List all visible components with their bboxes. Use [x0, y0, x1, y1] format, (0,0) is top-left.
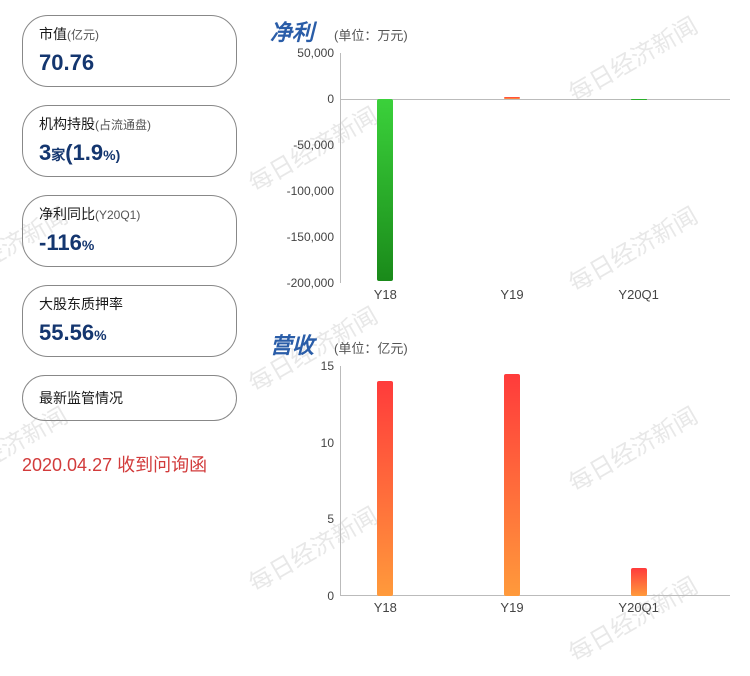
pill-value-suffix: % — [94, 327, 106, 343]
pill-profit-yoy: 净利同比(Y20Q1) -116% — [22, 195, 237, 267]
main-container: 市值(亿元) 70.76 机构持股(占流通盘) 3家(1.9%) 净利同比(Y2… — [0, 0, 750, 676]
pill-label: 市值 — [39, 26, 67, 42]
pill-inst-holding: 机构持股(占流通盘) 3家(1.9%) — [22, 105, 237, 177]
pill-sub: (Y20Q1) — [95, 208, 140, 222]
pill-pledge-rate: 大股东质押率 55.56% — [22, 285, 237, 357]
x-tick-label: Y18 — [374, 600, 397, 615]
pill-label: 大股东质押率 — [39, 296, 123, 312]
pill-value: -116% — [39, 230, 220, 256]
pill-value-suffix: 家 — [51, 147, 65, 163]
plot-area: Y18Y19Y20Q1 — [340, 53, 730, 283]
pill-value-suffix: % — [82, 237, 94, 253]
x-tick-label: Y20Q1 — [618, 287, 658, 302]
y-tick-label: 50,000 — [297, 46, 334, 60]
chart-header: 净利 (单位：万元) — [270, 15, 730, 47]
y-tick-label: 0 — [327, 589, 334, 603]
y-tick-label: -150,000 — [287, 230, 334, 244]
x-tick-label: Y20Q1 — [618, 600, 658, 615]
bar — [631, 99, 647, 100]
pill-value: 70.76 — [39, 50, 220, 76]
y-tick-label: 10 — [321, 436, 334, 450]
pill-value: 3家(1.9%) — [39, 140, 220, 166]
pill-value-main: 55.56 — [39, 320, 94, 345]
chart-header: 营收 (单位：亿元) — [270, 328, 730, 360]
pill-value-inner: (1.9 — [65, 140, 103, 165]
pill-value: 55.56% — [39, 320, 220, 346]
y-axis: 50,0000-50,000-100,000-150,000-200,000 — [270, 53, 340, 283]
chart-unit: (单位：万元) — [334, 25, 408, 44]
zero-line — [341, 99, 730, 100]
y-tick-label: -200,000 — [287, 276, 334, 290]
pill-value-main: -116 — [39, 230, 82, 255]
y-tick-label: 5 — [327, 512, 334, 526]
bar — [631, 568, 647, 596]
pill-value-inner-suffix: %) — [103, 147, 120, 163]
pill-sub: (亿元) — [67, 28, 99, 42]
pill-value-main: 3 — [39, 140, 51, 165]
x-tick-label: Y19 — [500, 600, 523, 615]
y-tick-label: -100,000 — [287, 184, 334, 198]
profit-chart: 净利 (单位：万元) 50,000 0 -50,000 -100,000 -150,00… — [270, 15, 730, 308]
pill-label: 最新监管情况 — [39, 390, 123, 406]
pill-label: 机构持股 — [39, 116, 95, 132]
chart-area-profit: 50,0000-50,000-100,000-150,000-200,000 Y… — [270, 53, 730, 308]
y-tick-label: 15 — [321, 359, 334, 373]
y-tick-label: -50,000 — [293, 138, 334, 152]
y-tick-label: 0 — [327, 92, 334, 106]
revenue-chart: 营收 (单位：亿元) 151050 Y18Y19Y20Q1 — [270, 328, 730, 621]
left-column: 市值(亿元) 70.76 机构持股(占流通盘) 3家(1.9%) 净利同比(Y2… — [0, 0, 270, 676]
x-tick-label: Y18 — [374, 287, 397, 302]
chart-title: 净利 — [270, 15, 314, 47]
bar — [504, 97, 520, 99]
bar — [504, 374, 520, 596]
chart-unit: (单位：亿元) — [334, 338, 408, 357]
plot-area: Y18Y19Y20Q1 — [340, 366, 730, 596]
pill-sub: (占流通盘) — [95, 118, 151, 132]
chart-title: 营收 — [270, 328, 314, 360]
pill-regulatory: 最新监管情况 — [22, 375, 237, 421]
bar — [377, 381, 393, 596]
chart-area-revenue: 151050 Y18Y19Y20Q1 — [270, 366, 730, 621]
bar — [377, 99, 393, 281]
pill-label: 净利同比 — [39, 206, 95, 222]
pill-market-cap: 市值(亿元) 70.76 — [22, 15, 237, 87]
x-tick-label: Y19 — [500, 287, 523, 302]
footer-note: 2020.04.27 收到问询函 — [22, 451, 260, 477]
right-column: 净利 (单位：万元) 50,000 0 -50,000 -100,000 -150,00… — [270, 0, 750, 676]
y-axis: 151050 — [270, 366, 340, 596]
